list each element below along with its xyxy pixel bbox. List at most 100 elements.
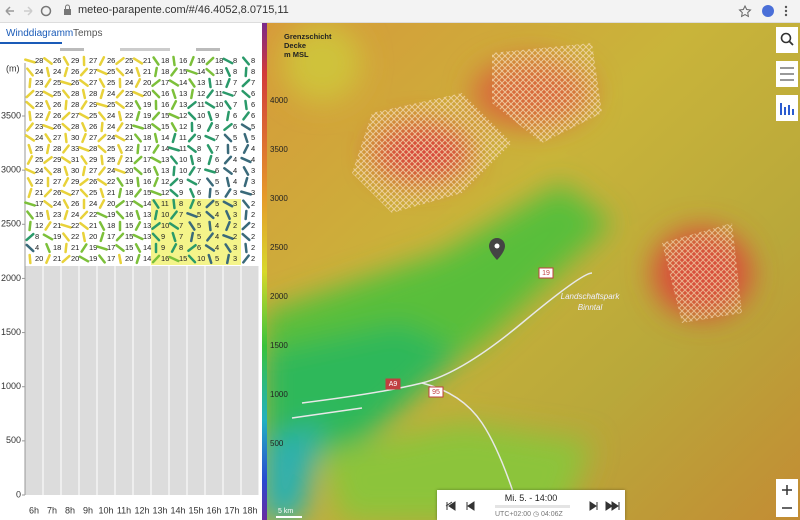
wind-speed: 27 <box>53 133 61 142</box>
wind-speed: 11 <box>179 133 187 142</box>
wind-arrow <box>62 144 70 154</box>
wind-speed: 12 <box>179 122 187 131</box>
wind-speed: 10 <box>197 254 205 263</box>
wind-arrow <box>170 210 178 220</box>
wind-speed: 22 <box>35 100 43 109</box>
wind-speed: 18 <box>125 188 133 197</box>
wind-speed: 6 <box>197 243 201 252</box>
wind-arrow <box>224 243 232 253</box>
wind-speed: 2 <box>251 199 255 208</box>
thermal-cell <box>187 232 205 243</box>
tab[interactable]: Temps <box>73 28 103 39</box>
wind-speed: 27 <box>89 67 97 76</box>
wind-speed: 7 <box>179 210 183 219</box>
wind-arrow <box>45 66 51 78</box>
wind-speed: 3 <box>251 177 255 186</box>
wind-speed: 24 <box>107 122 115 131</box>
wind-speed: 8 <box>215 122 219 131</box>
wind-speed: 25 <box>35 155 43 164</box>
wind-speed: 2 <box>251 210 255 219</box>
location-pin[interactable] <box>489 238 505 260</box>
wind-speed: 9 <box>197 122 201 131</box>
wind-arrow <box>151 89 161 99</box>
wind-arrow <box>45 110 51 122</box>
wind-speed: 21 <box>143 67 151 76</box>
wind-arrow <box>26 122 34 132</box>
wind-arrow <box>150 190 162 196</box>
road-sign <box>538 267 554 279</box>
wind-speed: 24 <box>89 199 97 208</box>
scale-label: 1000 <box>270 390 288 399</box>
wind-arrow <box>42 90 54 98</box>
wind-speed: 6 <box>251 100 255 109</box>
thermal-cell <box>151 199 169 210</box>
wind-speed: 8 <box>197 155 201 164</box>
model-run: 04:06Z <box>541 511 563 518</box>
time-buttons[interactable] <box>437 490 625 520</box>
wind-arrow <box>98 199 106 209</box>
wind-speed: 3 <box>251 166 255 175</box>
column-bg <box>223 266 241 495</box>
browser-icons <box>5 4 788 18</box>
wind-arrow <box>244 242 248 254</box>
wind-arrow <box>64 99 68 111</box>
wind-speed: 11 <box>215 78 223 87</box>
wind-arrow <box>225 209 231 221</box>
wind-speed: 28 <box>71 122 79 131</box>
wind-arrow <box>61 111 71 121</box>
wind-arrow <box>43 57 53 65</box>
wind-arrow <box>223 155 233 165</box>
wind-speed: 4 <box>251 155 255 164</box>
wind-arrow <box>64 242 68 254</box>
road-number: 19 <box>542 270 550 277</box>
wind-speed: 15 <box>125 243 133 252</box>
wind-arrow <box>44 78 52 88</box>
wind-arrow <box>79 79 89 87</box>
wind-arrow <box>151 78 161 88</box>
wind-arrow <box>189 187 195 199</box>
wind-speed: 7 <box>215 133 219 142</box>
wind-arrow <box>241 89 251 99</box>
wind-arrow <box>151 254 161 264</box>
wind-speed: 24 <box>125 78 133 87</box>
wind-arrow <box>223 122 233 132</box>
thermal-cell <box>187 254 205 265</box>
wind-speed: 13 <box>179 100 187 109</box>
y-tick-label: 1500 <box>1 327 21 337</box>
wind-speed: 25 <box>107 100 115 109</box>
wind-arrow <box>60 223 72 229</box>
wind-speed: 19 <box>89 243 97 252</box>
x-tick-label: 13h <box>152 505 167 515</box>
wind-arrow <box>206 232 214 242</box>
wind-arrow <box>45 253 51 265</box>
wind-speed: 21 <box>71 243 79 252</box>
wind-arrow <box>135 253 141 265</box>
wind-arrow <box>25 100 35 110</box>
wind-speed: 14 <box>143 199 151 208</box>
thermal-cell <box>205 232 223 243</box>
wind-speed: 6 <box>197 199 201 208</box>
wind-arrow <box>117 110 123 122</box>
wind-arrow <box>81 121 87 133</box>
wind-speed: 16 <box>143 166 151 175</box>
wind-speed: 20 <box>35 254 43 263</box>
wind-speed: 17 <box>107 254 115 263</box>
wind-speed: 24 <box>71 210 79 219</box>
wind-speed: 21 <box>53 221 61 230</box>
wind-arrow <box>134 243 142 253</box>
wind-arrow <box>28 253 32 265</box>
column-bg <box>205 266 223 495</box>
wind-arrow <box>206 122 214 132</box>
wind-speed: 16 <box>161 254 169 263</box>
wind-speed: 33 <box>71 144 79 153</box>
wind-arrow <box>96 68 108 76</box>
url[interactable]: meteo-parapente.com/#/46.4052,8.0715,11 <box>78 4 289 16</box>
wind-speed: 4 <box>35 243 39 252</box>
wind-speed: 2 <box>251 243 255 252</box>
wind-arrow <box>100 121 104 133</box>
tab[interactable]: Winddiagramm <box>6 28 74 39</box>
wind-arrow <box>186 178 198 186</box>
wind-speed: 12 <box>161 188 169 197</box>
wind-arrow <box>26 210 34 220</box>
